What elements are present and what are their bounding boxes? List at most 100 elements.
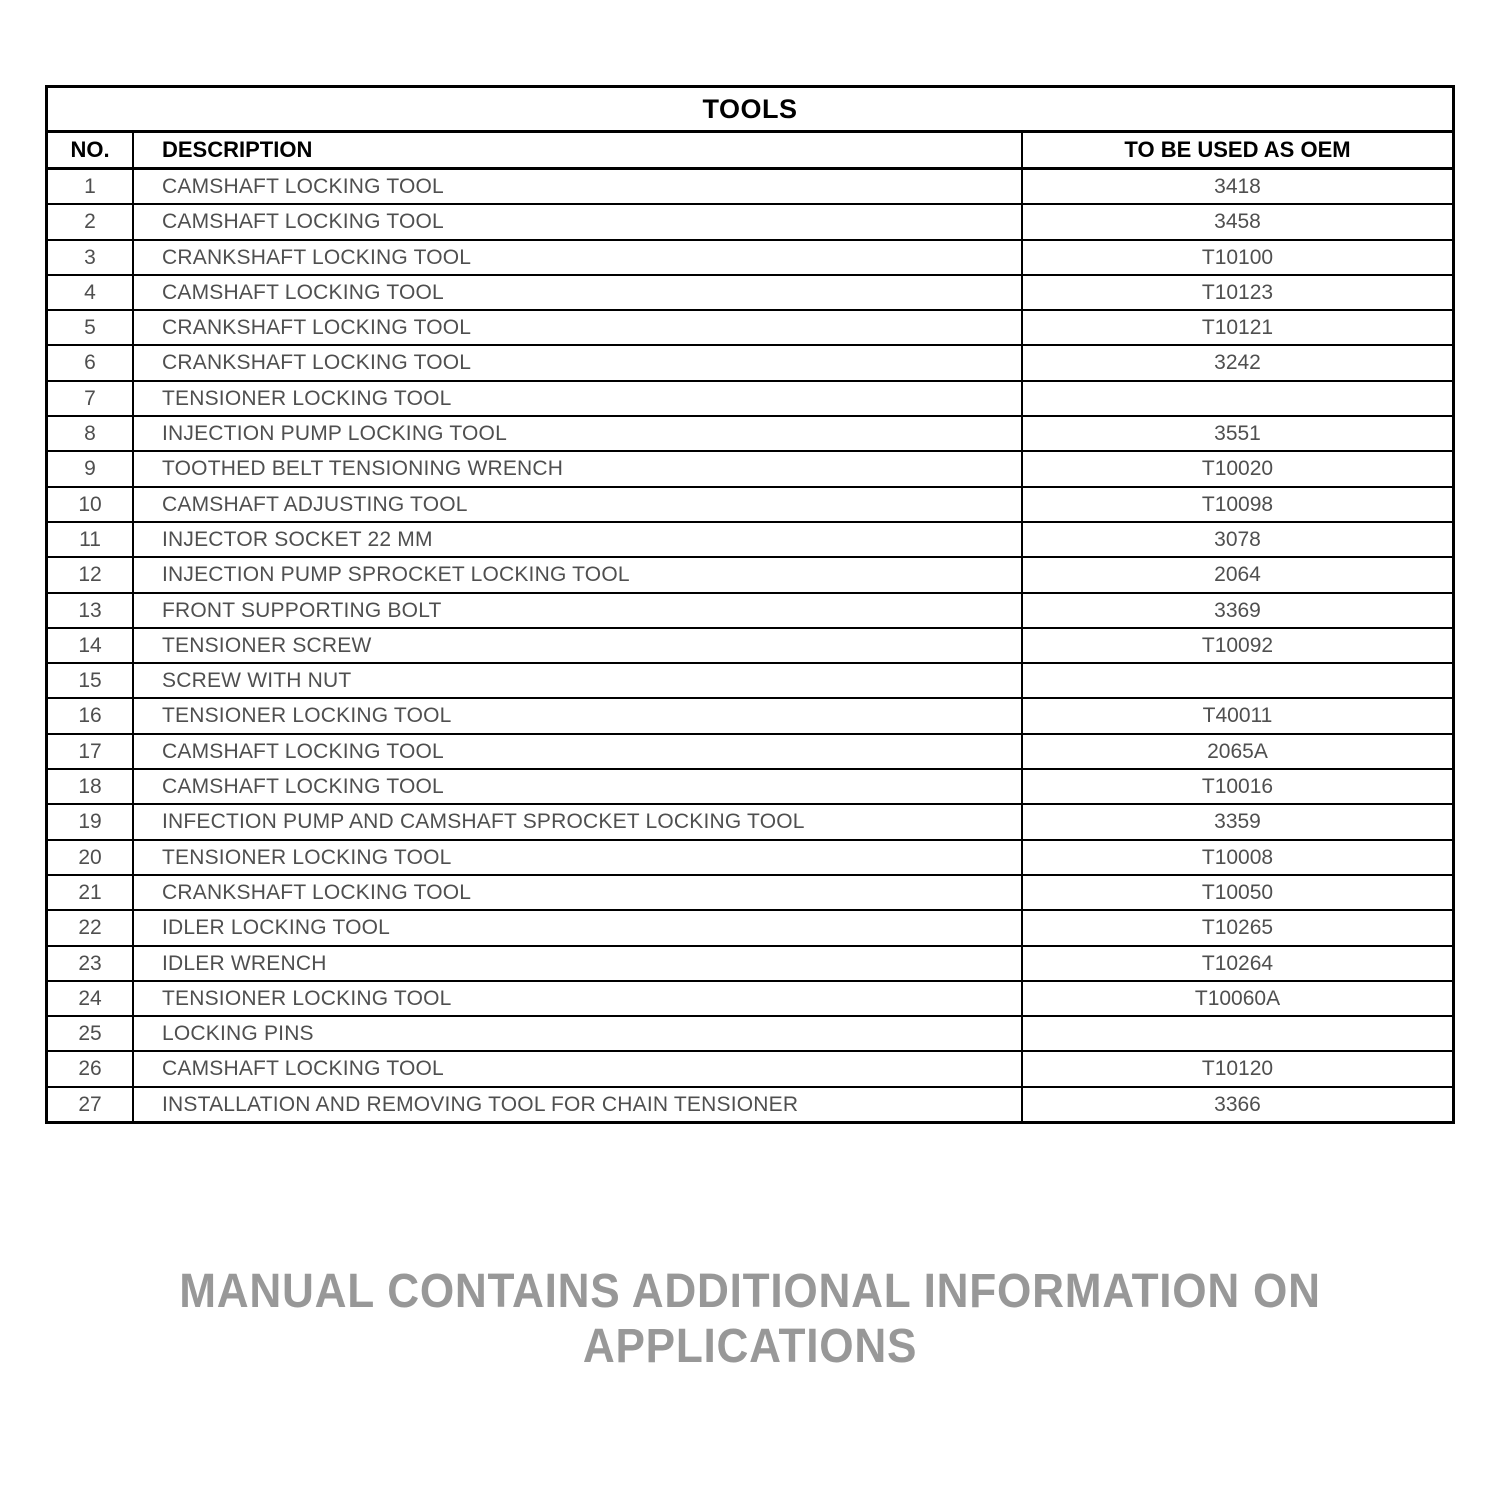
cell-description: TENSIONER LOCKING TOOL: [133, 981, 1022, 1016]
cell-description: CAMSHAFT LOCKING TOOL: [133, 275, 1022, 310]
table-row: 18CAMSHAFT LOCKING TOOLT10016: [48, 769, 1452, 804]
cell-no: 5: [48, 310, 133, 345]
cell-oem: T10060A: [1022, 981, 1452, 1016]
cell-no: 13: [48, 593, 133, 628]
cell-oem: 3078: [1022, 522, 1452, 557]
cell-oem: 3458: [1022, 204, 1452, 239]
cell-oem: 3369: [1022, 593, 1452, 628]
cell-oem: T10098: [1022, 487, 1452, 522]
cell-description: TENSIONER LOCKING TOOL: [133, 698, 1022, 733]
cell-description: TENSIONER LOCKING TOOL: [133, 381, 1022, 416]
table-row: 19INFECTION PUMP AND CAMSHAFT SPROCKET L…: [48, 804, 1452, 839]
cell-no: 27: [48, 1087, 133, 1121]
table-row: 2CAMSHAFT LOCKING TOOL3458: [48, 204, 1452, 239]
cell-description: CAMSHAFT LOCKING TOOL: [133, 769, 1022, 804]
table-row: 5CRANKSHAFT LOCKING TOOLT10121: [48, 310, 1452, 345]
cell-oem: T10050: [1022, 875, 1452, 910]
cell-oem: T10100: [1022, 240, 1452, 275]
cell-oem: [1022, 381, 1452, 416]
table-row: 15SCREW WITH NUT: [48, 663, 1452, 698]
table-row: 13FRONT SUPPORTING BOLT3369: [48, 593, 1452, 628]
cell-description: INJECTOR SOCKET 22 MM: [133, 522, 1022, 557]
cell-no: 16: [48, 698, 133, 733]
cell-description: TENSIONER SCREW: [133, 628, 1022, 663]
cell-description: CAMSHAFT LOCKING TOOL: [133, 734, 1022, 769]
table-row: 11INJECTOR SOCKET 22 MM3078: [48, 522, 1452, 557]
cell-description: CAMSHAFT LOCKING TOOL: [133, 204, 1022, 239]
cell-oem: T10264: [1022, 946, 1452, 981]
cell-oem: 3366: [1022, 1087, 1452, 1121]
cell-oem: T40011: [1022, 698, 1452, 733]
cell-description: CAMSHAFT ADJUSTING TOOL: [133, 487, 1022, 522]
cell-description: CRANKSHAFT LOCKING TOOL: [133, 310, 1022, 345]
cell-no: 15: [48, 663, 133, 698]
cell-no: 14: [48, 628, 133, 663]
table-row: 25LOCKING PINS: [48, 1016, 1452, 1051]
col-header-no: NO.: [48, 132, 133, 169]
table-row: 4CAMSHAFT LOCKING TOOLT10123: [48, 275, 1452, 310]
tools-table-container: TOOLS NO. DESCRIPTION TO BE USED AS OEM …: [45, 85, 1455, 1124]
cell-oem: T10008: [1022, 840, 1452, 875]
cell-no: 3: [48, 240, 133, 275]
table-header-row: NO. DESCRIPTION TO BE USED AS OEM: [48, 132, 1452, 169]
cell-oem: T10121: [1022, 310, 1452, 345]
table-row: 27INSTALLATION AND REMOVING TOOL FOR CHA…: [48, 1087, 1452, 1121]
cell-no: 7: [48, 381, 133, 416]
cell-description: INSTALLATION AND REMOVING TOOL FOR CHAIN…: [133, 1087, 1022, 1121]
cell-oem: 3418: [1022, 169, 1452, 205]
cell-description: IDLER WRENCH: [133, 946, 1022, 981]
table-row: 12INJECTION PUMP SPROCKET LOCKING TOOL20…: [48, 557, 1452, 592]
table-row: 26CAMSHAFT LOCKING TOOLT10120: [48, 1051, 1452, 1086]
cell-oem: 3359: [1022, 804, 1452, 839]
cell-oem: T10092: [1022, 628, 1452, 663]
col-header-oem: TO BE USED AS OEM: [1022, 132, 1452, 169]
cell-description: INFECTION PUMP AND CAMSHAFT SPROCKET LOC…: [133, 804, 1022, 839]
cell-oem: [1022, 1016, 1452, 1051]
table-row: 17CAMSHAFT LOCKING TOOL2065A: [48, 734, 1452, 769]
cell-no: 17: [48, 734, 133, 769]
cell-no: 8: [48, 416, 133, 451]
cell-description: CAMSHAFT LOCKING TOOL: [133, 169, 1022, 205]
table-row: 3CRANKSHAFT LOCKING TOOLT10100: [48, 240, 1452, 275]
table-row: 14TENSIONER SCREWT10092: [48, 628, 1452, 663]
table-body: 1CAMSHAFT LOCKING TOOL34182CAMSHAFT LOCK…: [48, 169, 1452, 1122]
table-row: 20TENSIONER LOCKING TOOLT10008: [48, 840, 1452, 875]
cell-description: TENSIONER LOCKING TOOL: [133, 840, 1022, 875]
cell-description: IDLER LOCKING TOOL: [133, 910, 1022, 945]
cell-no: 11: [48, 522, 133, 557]
table-row: 16TENSIONER LOCKING TOOLT40011: [48, 698, 1452, 733]
cell-no: 10: [48, 487, 133, 522]
table-row: 7TENSIONER LOCKING TOOL: [48, 381, 1452, 416]
cell-no: 9: [48, 451, 133, 486]
cell-description: CRANKSHAFT LOCKING TOOL: [133, 875, 1022, 910]
tools-table: TOOLS NO. DESCRIPTION TO BE USED AS OEM …: [48, 88, 1452, 1121]
cell-no: 21: [48, 875, 133, 910]
table-row: 21CRANKSHAFT LOCKING TOOLT10050: [48, 875, 1452, 910]
cell-no: 24: [48, 981, 133, 1016]
cell-description: SCREW WITH NUT: [133, 663, 1022, 698]
cell-no: 18: [48, 769, 133, 804]
table-row: 22IDLER LOCKING TOOLT10265: [48, 910, 1452, 945]
cell-no: 6: [48, 345, 133, 380]
cell-no: 12: [48, 557, 133, 592]
cell-oem: T10020: [1022, 451, 1452, 486]
cell-oem: 3242: [1022, 345, 1452, 380]
cell-description: CRANKSHAFT LOCKING TOOL: [133, 345, 1022, 380]
cell-no: 22: [48, 910, 133, 945]
cell-no: 20: [48, 840, 133, 875]
cell-description: TOOTHED BELT TENSIONING WRENCH: [133, 451, 1022, 486]
cell-description: CAMSHAFT LOCKING TOOL: [133, 1051, 1022, 1086]
table-row: 1CAMSHAFT LOCKING TOOL3418: [48, 169, 1452, 205]
table-row: 24TENSIONER LOCKING TOOLT10060A: [48, 981, 1452, 1016]
cell-oem: 2064: [1022, 557, 1452, 592]
footer-note: MANUAL CONTAINS ADDITIONAL INFORMATION O…: [101, 1264, 1398, 1374]
col-header-description: DESCRIPTION: [133, 132, 1022, 169]
table-title: TOOLS: [48, 88, 1452, 132]
cell-no: 4: [48, 275, 133, 310]
table-row: 8INJECTION PUMP LOCKING TOOL3551: [48, 416, 1452, 451]
cell-description: LOCKING PINS: [133, 1016, 1022, 1051]
table-title-row: TOOLS: [48, 88, 1452, 132]
cell-no: 19: [48, 804, 133, 839]
cell-oem: [1022, 663, 1452, 698]
cell-oem: 3551: [1022, 416, 1452, 451]
